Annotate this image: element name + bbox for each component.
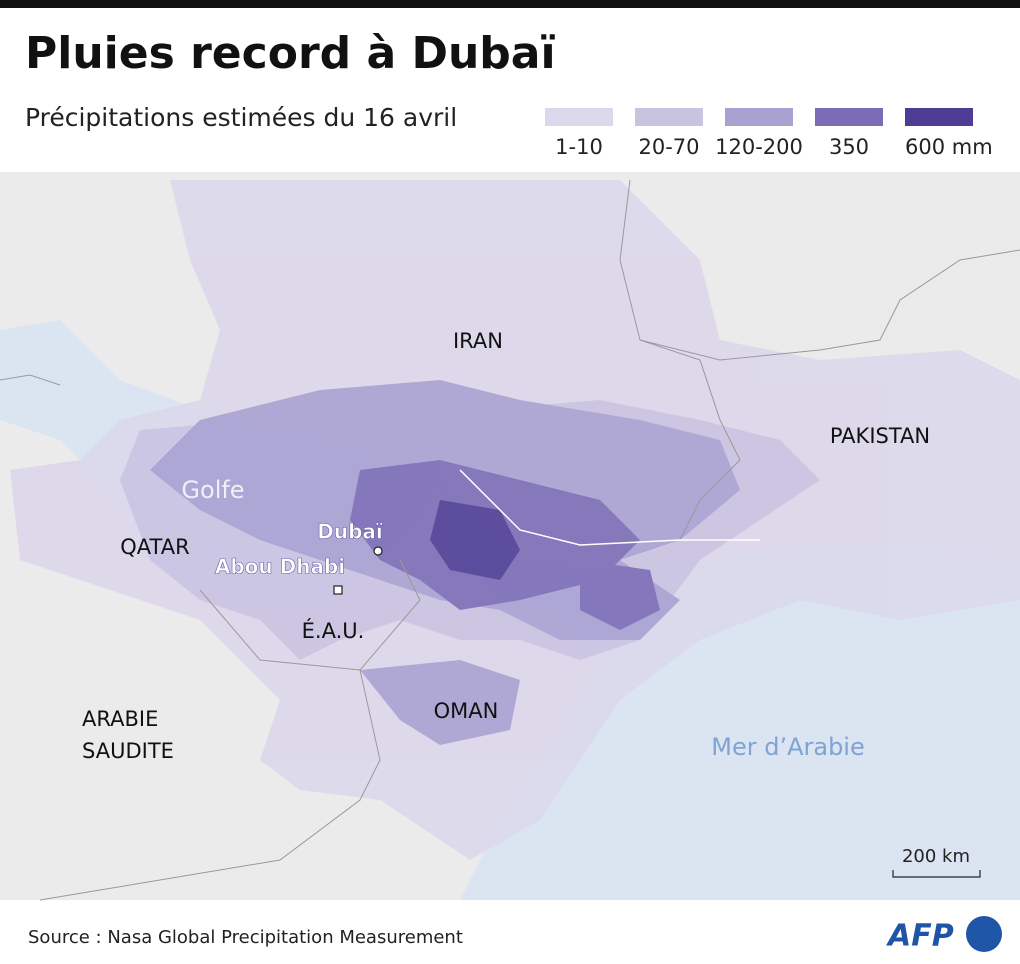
coastline	[459, 469, 760, 546]
legend-label: 20-70	[638, 135, 699, 159]
place-label: Golfe	[181, 476, 244, 504]
place-label: OMAN	[434, 699, 499, 723]
title: Pluies record à Dubaï	[25, 28, 556, 79]
logo-text: AFP	[886, 919, 954, 954]
source: Source : Nasa Global Precipitation Measu…	[28, 927, 463, 948]
legend-swatch	[725, 108, 793, 126]
legend-label: 350	[829, 135, 869, 159]
legend-swatch	[815, 108, 883, 126]
scale-bar	[892, 870, 981, 878]
legend-swatch	[635, 108, 703, 126]
place-label: ARABIE	[82, 707, 158, 731]
capital-marker	[333, 585, 343, 595]
legend-label: 1-10	[555, 135, 603, 159]
legend-swatch	[545, 108, 613, 126]
logo-circle	[966, 916, 1002, 952]
legend-label: 600 mm	[905, 135, 993, 159]
scale-label: 200 km	[902, 846, 970, 867]
place-label: IRAN	[453, 329, 503, 353]
borders	[0, 179, 1020, 901]
place-label: SAUDITE	[82, 739, 174, 763]
place-label: QATAR	[120, 535, 189, 559]
city-marker	[373, 546, 383, 556]
legend-swatch	[905, 108, 973, 126]
top-bar	[0, 0, 1020, 8]
rain-areas	[10, 180, 1020, 860]
place-label: PAKISTAN	[830, 424, 930, 448]
subtitle: Précipitations estimées du 16 avril	[25, 103, 457, 132]
legend-label: 120-200	[715, 135, 803, 159]
legend: 1-10 20-70 120-200 350 600 mm	[545, 108, 993, 159]
map: IRAN PAKISTAN Golfe QATAR Dubaï Abou Dha…	[0, 172, 1020, 901]
city-label: Dubaï	[317, 520, 383, 544]
city-label: Abou Dhabi	[215, 555, 345, 579]
sea-label: Mer d’Arabie	[711, 733, 865, 761]
place-label: É.A.U.	[302, 618, 365, 643]
